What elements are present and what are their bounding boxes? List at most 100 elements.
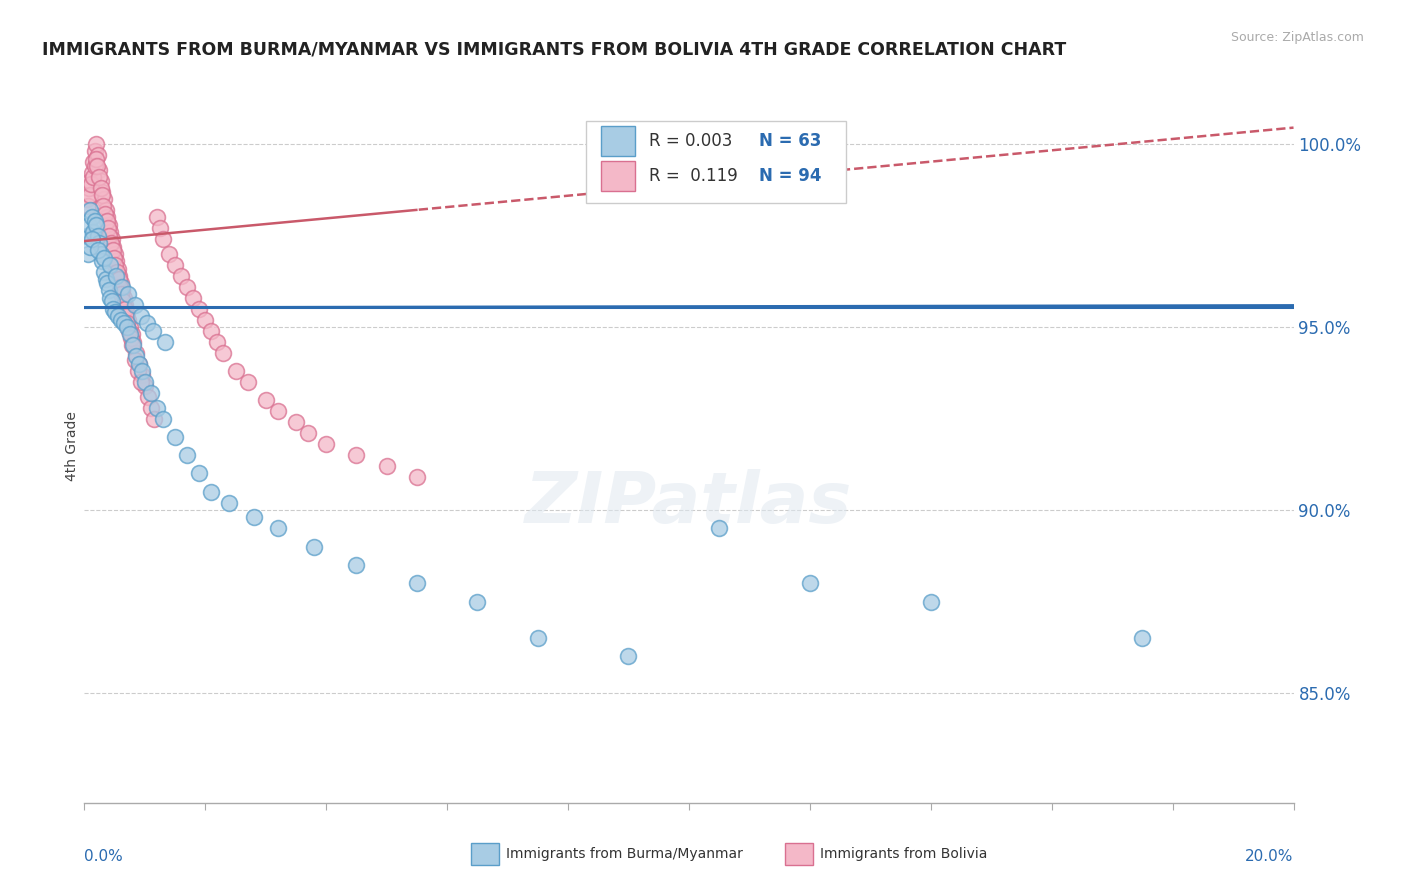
Point [90,188,112,202]
Point [157,247,180,261]
Point [112,291,135,305]
Point [98,258,121,272]
Point [84,214,107,228]
Point [79,174,101,188]
Point [82,225,104,239]
Point [94,206,117,220]
Point [127,364,149,378]
Point [80,166,103,180]
Point [86,148,108,162]
Point [79,202,101,217]
Point [153,334,176,349]
Point [97,218,120,232]
Point [103,239,125,253]
Point [194,312,217,326]
Point [121,327,143,342]
Point [98,225,121,239]
Point [83,159,105,173]
Point [93,251,115,265]
Point [118,320,141,334]
Point [149,221,172,235]
Point [80,211,103,225]
Point [152,232,174,246]
Point [176,280,198,294]
Point [152,411,174,425]
Text: N = 94: N = 94 [759,168,821,186]
Point [142,324,165,338]
Text: ZIPatlas: ZIPatlas [526,468,852,538]
Point [176,448,198,462]
Point [87,244,110,258]
Point [165,258,187,272]
Point [98,228,121,243]
Point [104,247,127,261]
Text: Source: ZipAtlas.com: Source: ZipAtlas.com [1230,31,1364,45]
Point [188,301,211,316]
Point [96,214,118,228]
Point [96,276,118,290]
Point [104,254,127,268]
Point [129,309,152,323]
Point [111,280,134,294]
Point [131,364,153,378]
Point [920,594,942,608]
Text: N = 63: N = 63 [759,132,821,150]
Point [112,294,135,309]
Point [181,291,204,305]
Point [76,192,98,206]
Point [108,272,131,286]
Point [267,404,290,418]
Point [527,631,550,645]
Point [128,357,150,371]
Bar [600,126,634,155]
Point [139,386,162,401]
Point [86,159,108,173]
Point [84,145,107,159]
Point [799,576,821,591]
Point [89,235,111,250]
Point [79,188,101,202]
Point [107,309,129,323]
Point [212,345,235,359]
Point [131,368,153,382]
Point [105,265,128,279]
Point [146,401,169,415]
Point [1132,631,1154,645]
Point [103,301,125,316]
Point [82,169,104,184]
Point [79,239,101,253]
Point [101,244,124,258]
Point [136,390,159,404]
Point [90,181,112,195]
Point [91,185,114,199]
Point [467,594,489,608]
Point [97,221,120,235]
Point [114,301,136,316]
Point [87,169,110,184]
Point [285,415,308,429]
Point [142,411,165,425]
Point [108,268,131,283]
Point [709,521,731,535]
Point [111,284,134,298]
Text: Immigrants from Bolivia: Immigrants from Bolivia [820,847,987,861]
Point [103,251,125,265]
Point [77,218,100,232]
Point [346,448,368,462]
Point [297,426,319,441]
Point [90,247,112,261]
Y-axis label: 4th Grade: 4th Grade [65,411,79,481]
Point [236,375,259,389]
Point [115,305,138,319]
Point [105,268,128,283]
Point [188,467,211,481]
Point [120,331,142,345]
Point [77,247,100,261]
Point [76,228,98,243]
Point [302,540,325,554]
Point [254,393,277,408]
Point [117,287,139,301]
Point [118,324,141,338]
Point [125,345,148,359]
Text: 0.0%: 0.0% [84,849,124,864]
